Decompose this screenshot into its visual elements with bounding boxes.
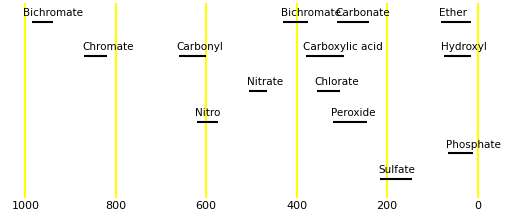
Text: Nitrate: Nitrate [247, 77, 283, 87]
Text: Sulfate: Sulfate [378, 165, 415, 175]
Text: Carbonyl: Carbonyl [177, 42, 224, 52]
Text: Carboxylic acid: Carboxylic acid [304, 42, 383, 52]
Text: Hydroxyl: Hydroxyl [441, 42, 487, 52]
Text: Bichromate: Bichromate [23, 8, 83, 18]
Text: Chlorate: Chlorate [315, 77, 359, 87]
Text: Peroxide: Peroxide [331, 108, 375, 118]
Text: Ether: Ether [439, 8, 467, 18]
Text: Bichromate: Bichromate [281, 8, 341, 18]
Text: Nitro: Nitro [195, 108, 220, 118]
Text: Carbonate: Carbonate [335, 8, 390, 18]
Text: Phosphate: Phosphate [446, 140, 501, 150]
Text: Chromate: Chromate [82, 42, 134, 52]
